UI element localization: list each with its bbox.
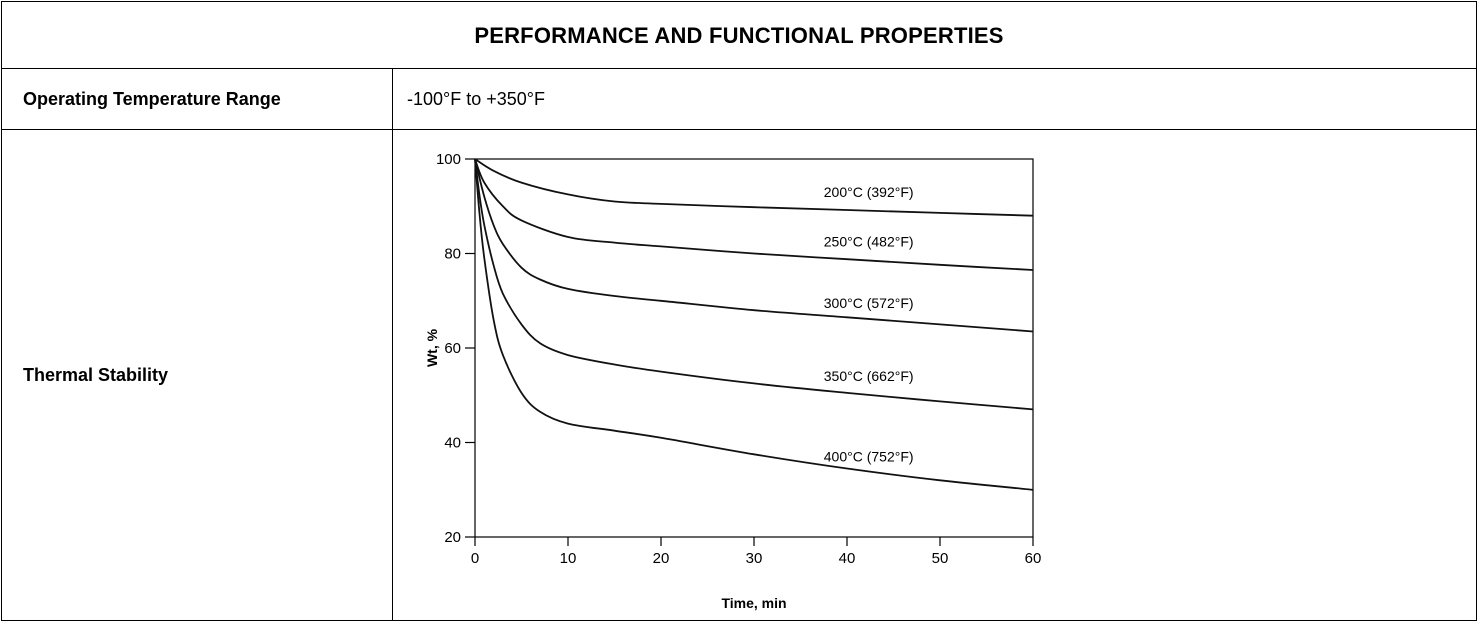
series-line-1 xyxy=(474,158,1034,271)
y-tick-label: 80 xyxy=(444,246,461,263)
table-header-row: PERFORMANCE AND FUNCTIONAL PROPERTIES xyxy=(2,2,1476,69)
series-labels: 200°C (392°F) 250°C (482°F) 300°C (572°F) 3… xyxy=(824,184,914,465)
y-tick-label: 100 xyxy=(436,151,461,168)
table-row-operating-temperature: Operating Temperature Range -100°F to +3… xyxy=(2,69,1476,130)
plot-frame xyxy=(474,158,1034,538)
row-label-operating-temperature: Operating Temperature Range xyxy=(2,69,393,129)
x-tick-label: 20 xyxy=(653,550,670,567)
table-title: PERFORMANCE AND FUNCTIONAL PROPERTIES xyxy=(474,22,1004,48)
y-tick-label: 40 xyxy=(444,435,461,452)
table-row-thermal-stability: Thermal Stability 20 40 60 80 100 0 10 20 30 40 5… xyxy=(2,130,1476,620)
series-label-4: 400°C (752°F) xyxy=(824,448,914,464)
chart-series xyxy=(474,158,1034,491)
series-line-0 xyxy=(474,158,1034,217)
x-tick-label: 40 xyxy=(839,550,856,567)
y-tick-label: 60 xyxy=(444,340,461,357)
thermal-stability-chart-cell: 20 40 60 80 100 0 10 20 30 40 50 60 200°C (392°F) 2… xyxy=(393,130,1476,620)
y-tick-label: 20 xyxy=(444,529,461,546)
series-line-3 xyxy=(474,158,1034,411)
x-axis-ticks: 0 10 20 30 40 50 60 xyxy=(471,537,1042,567)
row-label-thermal-stability: Thermal Stability xyxy=(2,130,393,620)
series-label-3: 350°C (662°F) xyxy=(824,368,914,384)
x-tick-label: 60 xyxy=(1025,550,1042,567)
series-label-2: 300°C (572°F) xyxy=(824,295,914,311)
series-label-0: 200°C (392°F) xyxy=(824,184,914,200)
x-tick-label: 30 xyxy=(746,550,763,567)
series-line-2 xyxy=(474,158,1034,333)
y-axis-title: Wt, % xyxy=(424,328,440,367)
x-tick-label: 0 xyxy=(471,550,479,567)
series-label-1: 250°C (482°F) xyxy=(824,233,914,249)
y-axis-ticks: 20 40 60 80 100 xyxy=(436,151,475,546)
x-axis-title: Time, min xyxy=(721,595,786,611)
row-value-operating-temperature: -100°F to +350°F xyxy=(407,88,545,109)
x-tick-label: 50 xyxy=(932,550,949,567)
x-tick-label: 10 xyxy=(560,550,577,567)
series-line-4 xyxy=(474,158,1034,491)
